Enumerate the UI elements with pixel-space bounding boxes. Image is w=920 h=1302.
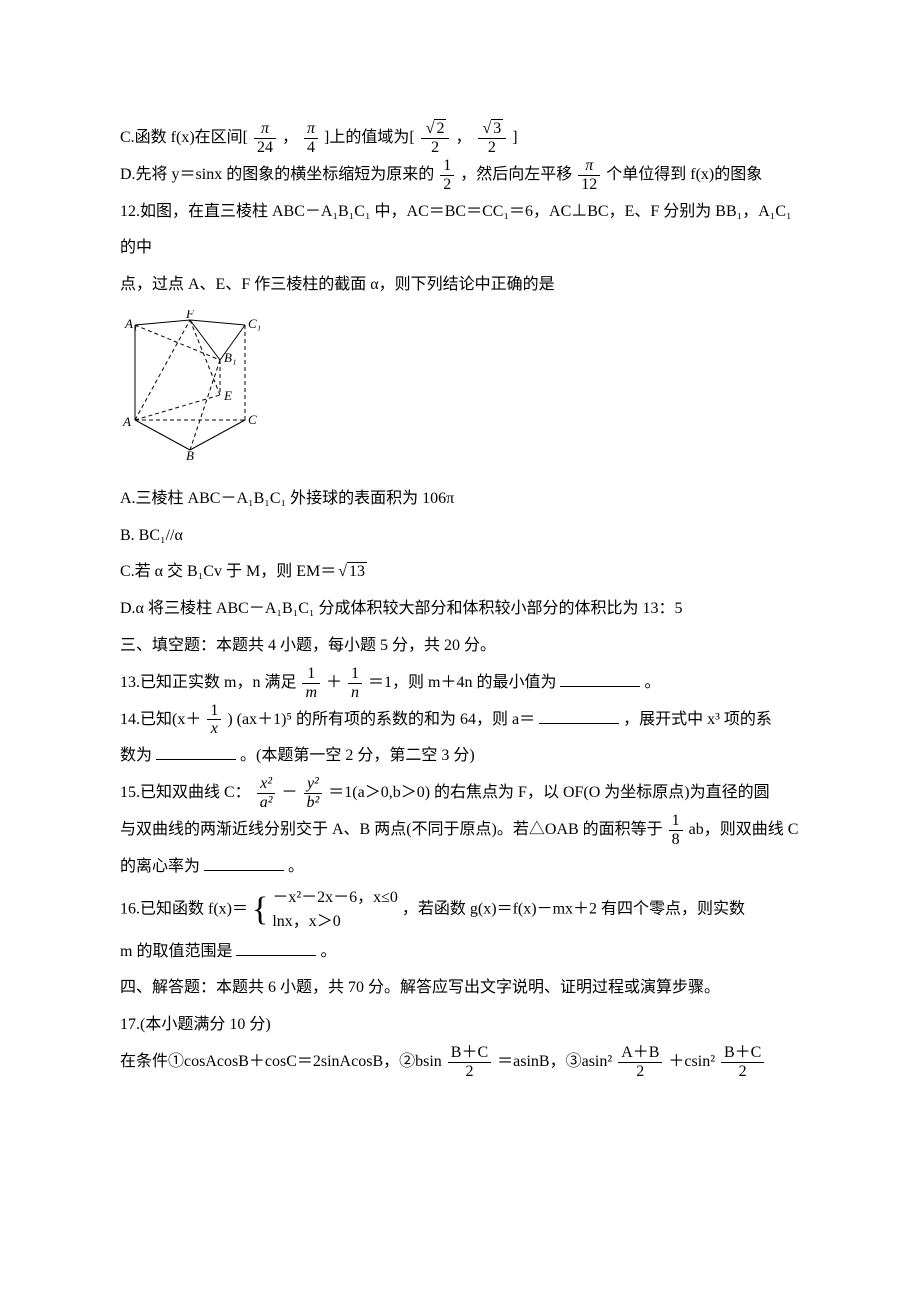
fraction: 1n — [348, 665, 362, 701]
text: ab，则双曲线 C — [689, 821, 799, 838]
answer-blank — [236, 939, 316, 956]
q12-option-b: B. BC₁//α — [120, 518, 800, 555]
text: 16.已知函数 f(x)＝ — [120, 900, 248, 917]
fraction: 1m — [302, 665, 320, 701]
q11-option-c: C.函数 f(x)在区间[ π24 ， π4 ]上的值域为[ 22 ， 32 ] — [120, 120, 800, 157]
text: 与双曲线的两渐近线分别交于 A、B 两点(不同于原点)。若△OAB 的面积等于 — [120, 821, 663, 838]
text: ＝asinB，③asin² — [497, 1053, 612, 1070]
text: 。 — [644, 674, 660, 691]
q14-line1: 14.已知(x＋ 1x ) (ax＋1)⁵ 的所有项的系数的和为 64，则 a＝… — [120, 702, 800, 739]
prism-diagram: A₁ F C₁ B₁ E C A B — [120, 310, 260, 460]
q15-line3: 的离心率为 。 — [120, 849, 800, 886]
answer-blank — [560, 670, 640, 687]
sqrt: 13 — [336, 554, 367, 591]
q13: 13.已知正实数 m，n 满足 1m ＋ 1n ＝1，则 m＋4n 的最小值为 … — [120, 665, 800, 702]
label-a1: A₁ — [124, 316, 137, 331]
q17-line1: 在条件①cosAcosB＋cosC＝2sinAcosB，②bsin B＋C2 ＝… — [120, 1044, 800, 1081]
q15-line1: 15.已知双曲线 C： x²a² － y²b² ＝1(a＞0,b＞0) 的右焦点… — [120, 775, 800, 812]
sep: ， — [455, 129, 471, 146]
text: 个单位得到 f(x)的图象 — [606, 166, 762, 183]
text: ＋csin² — [668, 1053, 715, 1070]
text: ，然后向左平移 — [460, 166, 572, 183]
case: lnx，x＞0 — [272, 910, 398, 934]
q12-option-c: C.若 α 交 B₁Cv 于 M，则 EM＝13 — [120, 554, 800, 591]
q12-option-a: A.三棱柱 ABC－A₁B₁C₁ 外接球的表面积为 106π — [120, 481, 800, 518]
q12-option-d: D.α 将三棱柱 ABC－A₁B₁C₁ 分成体积较大部分和体积较小部分的体积比为… — [120, 591, 800, 628]
q12-stem: 12.如图，在直三棱柱 ABC－A₁B₁C₁ 中，AC＝BC＝CC₁＝6，AC⊥… — [120, 194, 800, 268]
text: ] — [512, 129, 517, 146]
text: ]上的值域为[ — [324, 129, 415, 146]
q14-line2: 数为 。(本题第一空 2 分，第二空 3 分) — [120, 738, 800, 775]
q15-line2: 与双曲线的两渐近线分别交于 A、B 两点(不同于原点)。若△OAB 的面积等于 … — [120, 812, 800, 849]
q12-figure: A₁ F C₁ B₁ E C A B — [120, 310, 800, 475]
fraction: π4 — [304, 120, 318, 156]
text: ＝1(a＞0,b＞0) 的右焦点为 F，以 OF(O 为坐标原点)为直径的圆 — [328, 784, 769, 801]
fraction: π12 — [578, 157, 600, 193]
label-a: A — [122, 414, 131, 429]
label-f: F — [185, 310, 195, 321]
text: 。 — [320, 943, 336, 960]
piecewise: －x²－2x－6，x≤0 lnx，x＞0 — [272, 886, 398, 934]
text: 数为 — [120, 747, 152, 764]
plus: ＋ — [326, 674, 342, 691]
label-b: B — [186, 448, 194, 460]
q16-line1: 16.已知函数 f(x)＝ { －x²－2x－6，x≤0 lnx，x＞0 ，若函… — [120, 886, 800, 934]
answer-blank — [156, 743, 236, 760]
text: 的离心率为 — [120, 858, 200, 875]
text: 。(本题第一空 2 分，第二空 3 分) — [240, 747, 475, 764]
fraction: 1x — [207, 702, 221, 738]
sep: ， — [282, 129, 298, 146]
section-3-heading: 三、填空题：本题共 4 小题，每小题 5 分，共 20 分。 — [120, 628, 800, 665]
fraction: 18 — [669, 812, 683, 848]
fraction: B＋C2 — [721, 1044, 764, 1080]
answer-blank — [204, 854, 284, 871]
fraction: 12 — [440, 157, 454, 193]
label-b1: B₁ — [224, 350, 236, 365]
text: ＝1，则 m＋4n 的最小值为 — [368, 674, 556, 691]
text: ，若函数 g(x)＝f(x)－mx＋2 有四个零点，则实数 — [402, 900, 745, 917]
text: D.先将 y＝sinx 的图象的横坐标缩短为原来的 — [120, 166, 434, 183]
fraction: B＋C2 — [448, 1044, 491, 1080]
fraction: x²a² — [257, 775, 276, 811]
label-c1: C₁ — [248, 316, 260, 331]
fraction: 22 — [421, 120, 450, 156]
label-c: C — [248, 412, 257, 427]
text: 在条件①cosAcosB＋cosC＝2sinAcosB，②bsin — [120, 1053, 442, 1070]
text: 14.已知(x＋ — [120, 711, 201, 728]
fraction: 32 — [478, 120, 507, 156]
text: ) (ax＋1)⁵ 的所有项的系数的和为 64，则 a＝ — [227, 711, 535, 728]
minus: － — [281, 784, 297, 801]
answer-blank — [539, 707, 619, 724]
label-e: E — [223, 388, 232, 403]
text: ，展开式中 x³ 项的系 — [623, 711, 772, 728]
q11-option-d: D.先将 y＝sinx 的图象的横坐标缩短为原来的 12 ，然后向左平移 π12… — [120, 157, 800, 194]
q12-stem: 点，过点 A、E、F 作三棱柱的截面 α，则下列结论中正确的是 — [120, 267, 800, 304]
q16-line2: m 的取值范围是 。 — [120, 934, 800, 971]
case: －x²－2x－6，x≤0 — [272, 886, 398, 910]
text: 。 — [288, 858, 304, 875]
text: C.函数 f(x)在区间[ — [120, 129, 248, 146]
section-4-heading: 四、解答题：本题共 6 小题，共 70 分。解答应写出文字说明、证明过程或演算步… — [120, 970, 800, 1007]
text: 13.已知正实数 m，n 满足 — [120, 674, 296, 691]
text: 15.已知双曲线 C： — [120, 784, 251, 801]
text: C.若 α 交 B₁Cv 于 M，则 EM＝ — [120, 563, 336, 580]
q17-heading: 17.(本小题满分 10 分) — [120, 1007, 800, 1044]
brace-icon: { — [252, 893, 268, 927]
text: m 的取值范围是 — [120, 943, 232, 960]
fraction: A＋B2 — [618, 1044, 662, 1080]
fraction: π24 — [254, 120, 276, 156]
fraction: y²b² — [304, 775, 323, 811]
